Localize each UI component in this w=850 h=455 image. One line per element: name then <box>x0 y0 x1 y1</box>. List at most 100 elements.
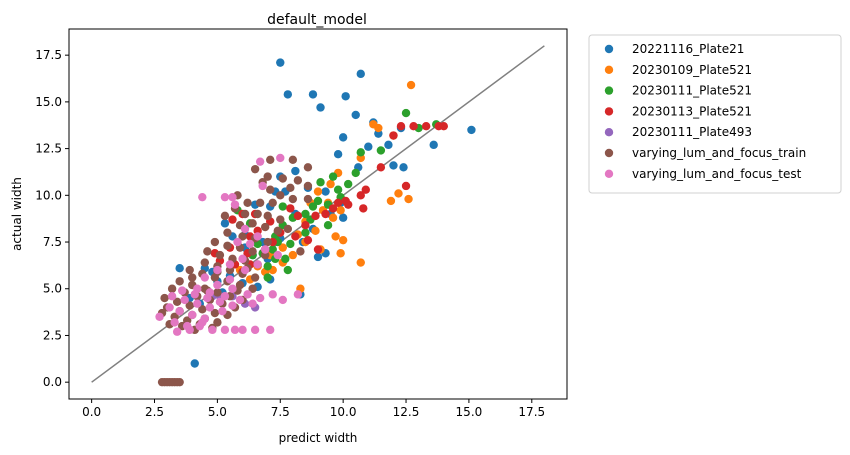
data-point <box>208 325 217 335</box>
data-point <box>238 254 247 264</box>
data-point <box>185 301 194 310</box>
data-point <box>213 280 222 290</box>
data-point <box>266 185 275 194</box>
data-point <box>172 327 182 336</box>
legend-marker <box>604 107 614 116</box>
data-point <box>286 183 295 193</box>
chart-title: default_model <box>267 12 367 28</box>
data-point <box>228 301 237 310</box>
data-point <box>155 312 164 321</box>
series-6 <box>155 153 303 336</box>
data-point <box>185 265 194 275</box>
data-point <box>301 209 310 219</box>
y-tick-label: 2.5 <box>43 328 62 342</box>
data-point <box>384 140 393 150</box>
data-point <box>220 219 230 228</box>
data-point <box>273 226 282 236</box>
data-point <box>313 245 323 254</box>
data-point <box>223 241 232 250</box>
data-point <box>228 215 237 224</box>
data-point <box>170 318 179 327</box>
data-point <box>364 142 373 151</box>
data-point <box>333 150 343 159</box>
data-point <box>230 325 240 335</box>
data-point <box>263 172 272 181</box>
legend-label: varying_lum_and_focus_test <box>632 167 802 181</box>
data-point <box>233 237 242 247</box>
data-point <box>253 232 262 241</box>
data-point <box>266 325 275 335</box>
data-point <box>301 228 310 237</box>
legend-marker <box>604 44 614 54</box>
data-point <box>203 247 212 256</box>
data-point <box>243 198 252 207</box>
y-tick-label: 17.5 <box>35 48 62 62</box>
x-tick-label: 15.0 <box>456 405 483 419</box>
data-point <box>175 277 184 286</box>
data-point <box>399 163 408 172</box>
x-tick-label: 5.0 <box>208 405 227 419</box>
data-point <box>404 194 413 204</box>
data-point <box>220 325 230 335</box>
data-point <box>253 260 262 269</box>
legend: 20221116_Plate21 20230109_Plate521 2023011… <box>588 34 842 194</box>
data-point <box>268 198 277 207</box>
legend-label: 20230113_Plate521 <box>632 104 752 118</box>
data-point <box>308 202 318 211</box>
data-point <box>276 58 285 67</box>
y-tick-label: 5.0 <box>43 282 62 296</box>
data-point <box>255 157 265 166</box>
y-tick-label: 10.0 <box>35 188 62 202</box>
data-point <box>281 254 290 264</box>
data-point <box>288 194 298 204</box>
y-tick-label: 0.0 <box>43 375 62 389</box>
data-point <box>240 209 250 219</box>
legend-marker <box>604 128 614 137</box>
data-point <box>248 299 257 308</box>
data-point <box>286 239 295 249</box>
data-point <box>268 290 277 299</box>
data-point <box>291 166 300 176</box>
data-point <box>286 204 295 213</box>
data-point <box>401 108 411 118</box>
data-point <box>323 221 333 230</box>
data-point <box>188 310 197 320</box>
data-point <box>193 299 202 308</box>
data-point <box>341 196 350 206</box>
legend-frame <box>588 34 842 194</box>
data-point <box>321 209 330 219</box>
data-point <box>177 286 187 295</box>
data-point <box>276 153 285 163</box>
data-point <box>351 168 360 178</box>
data-point <box>328 204 338 213</box>
data-point <box>336 206 345 215</box>
x-tick-label: 7.5 <box>271 405 290 419</box>
data-point <box>283 265 293 275</box>
data-point <box>215 297 225 307</box>
data-point <box>185 325 194 335</box>
data-point <box>313 252 323 262</box>
plot-frame <box>68 28 568 400</box>
data-point <box>255 198 265 207</box>
data-point <box>220 192 230 202</box>
data-point <box>248 284 257 293</box>
data-point <box>467 125 476 135</box>
data-point <box>228 284 237 293</box>
data-point <box>190 290 199 299</box>
x-tick-label: 10.0 <box>330 405 357 419</box>
data-point <box>303 181 313 191</box>
data-point <box>198 192 207 202</box>
data-point <box>293 176 303 185</box>
data-point <box>376 146 386 155</box>
data-point <box>356 258 365 267</box>
data-point <box>175 263 184 273</box>
data-point <box>266 155 275 165</box>
data-point <box>291 232 300 241</box>
data-point <box>341 92 350 101</box>
data-point <box>160 293 169 303</box>
data-point <box>167 284 177 293</box>
data-point <box>386 196 396 206</box>
data-point <box>278 202 287 211</box>
data-point <box>238 325 247 335</box>
data-point <box>439 121 448 131</box>
